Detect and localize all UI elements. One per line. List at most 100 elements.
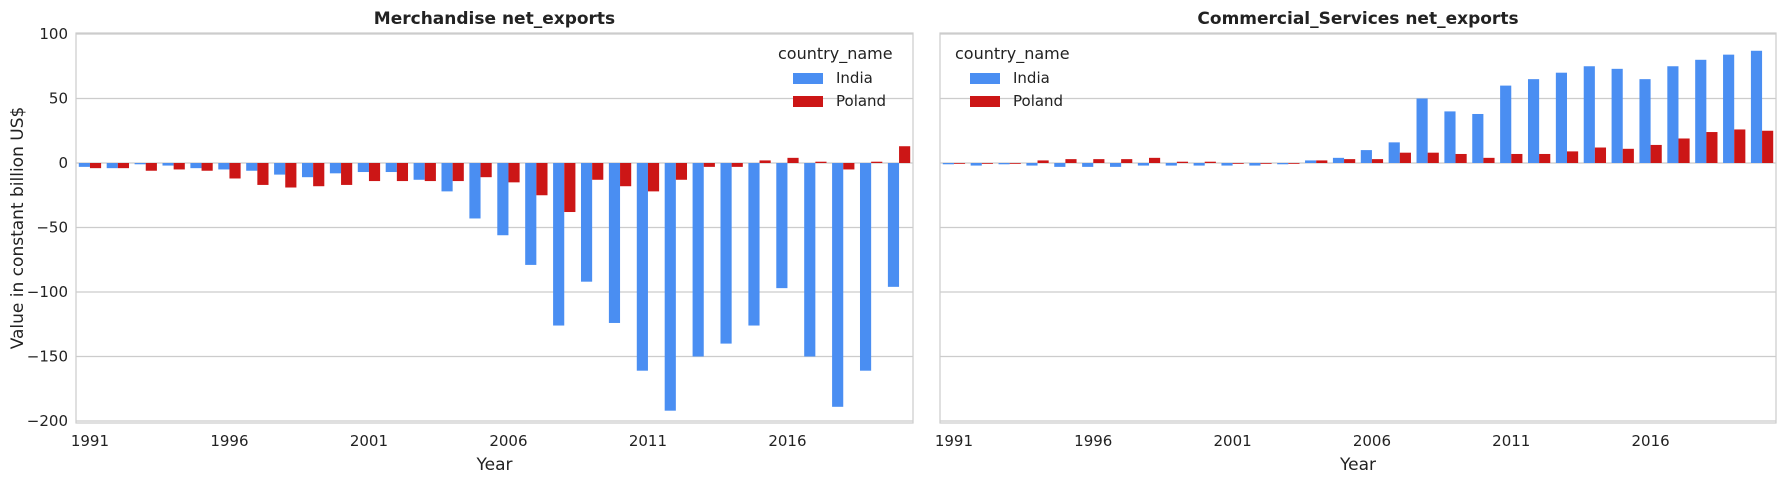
bar-poland-2017: [815, 161, 827, 163]
legend-swatch-india: [970, 73, 1000, 84]
bar-poland-2009: [1455, 153, 1467, 163]
plot-frame: [75, 32, 914, 424]
bar-india-2015: [748, 163, 760, 326]
bar-poland-1996: [229, 163, 241, 179]
y-tick-label: 100: [39, 25, 68, 43]
bar-poland-1991: [89, 163, 102, 169]
bar-india-2004: [1305, 160, 1317, 163]
bar-india-2000: [1193, 163, 1205, 166]
legend-title: country_name: [955, 44, 1070, 64]
x-tick-label: 1991: [71, 432, 109, 450]
bar-india-2020: [887, 163, 900, 287]
bar-india-2019: [859, 163, 872, 371]
x-tick-label: 2016: [768, 432, 806, 450]
x-tick-label: 2011: [1492, 432, 1530, 450]
bar-india-2010: [608, 163, 621, 323]
legend-label-poland: Poland: [1013, 92, 1063, 110]
bar-india-2006: [1360, 150, 1372, 163]
legend-label-poland: Poland: [836, 92, 886, 110]
bar-india-1991: [78, 163, 90, 167]
bar-india-2002: [385, 163, 397, 173]
bar-poland-2016: [787, 157, 799, 163]
bar-india-2001: [1221, 163, 1233, 166]
bar-india-2008: [1416, 98, 1428, 163]
bar-india-2002: [1249, 163, 1261, 166]
bar-india-2011: [1500, 85, 1512, 163]
x-tick-label: 2016: [1632, 432, 1670, 450]
bar-poland-2006: [1371, 159, 1384, 163]
bar-poland-1996: [1093, 159, 1105, 163]
bar-poland-1994: [1037, 160, 1049, 163]
bar-poland-1998: [285, 163, 297, 188]
x-tick-label: 2006: [489, 432, 527, 450]
bar-poland-1995: [201, 163, 213, 171]
bar-poland-2012: [675, 163, 688, 180]
legend-label-india: India: [836, 69, 873, 87]
bar-india-1993: [998, 163, 1010, 165]
bar-poland-2004: [452, 163, 464, 182]
bar-poland-2001: [1232, 163, 1244, 164]
bar-india-1994: [1026, 163, 1038, 166]
legend-swatch-india: [793, 73, 823, 84]
bar-poland-2000: [1204, 161, 1216, 163]
bar-india-1991: [942, 163, 954, 165]
bar-india-2007: [525, 163, 537, 265]
bar-poland-2012: [1539, 153, 1551, 163]
bar-poland-2000: [341, 163, 353, 185]
bar-india-1993: [134, 163, 146, 165]
y-tick-label: −200: [27, 412, 68, 430]
bar-poland-2017: [1678, 138, 1690, 163]
bar-poland-2010: [620, 163, 632, 187]
bar-poland-2018: [843, 163, 855, 170]
x-tick-label: 1991: [935, 432, 973, 450]
bar-india-2005: [469, 163, 481, 219]
bar-india-2009: [580, 163, 593, 282]
bar-poland-1993: [145, 163, 157, 171]
bar-india-2020: [1750, 50, 1763, 163]
x-tick-label: 2001: [1214, 432, 1252, 450]
bar-india-2013: [692, 163, 704, 357]
bar-poland-1991: [953, 163, 966, 164]
bar-india-1998: [274, 163, 286, 175]
bar-india-2011: [636, 163, 648, 371]
bar-poland-2007: [1399, 152, 1411, 163]
bar-india-2003: [1277, 163, 1289, 165]
bar-india-2009: [1444, 111, 1456, 163]
bar-poland-1994: [173, 163, 185, 170]
bar-poland-2014: [731, 163, 743, 167]
y-tick-label: 50: [49, 90, 68, 108]
bar-poland-2003: [424, 163, 436, 182]
bar-india-1995: [190, 163, 202, 169]
bar-india-2001: [357, 163, 369, 173]
bar-poland-2015: [759, 160, 771, 163]
bar-poland-1999: [1176, 161, 1189, 163]
legend: country_name India Poland: [778, 44, 893, 110]
bar-poland-2011: [647, 163, 660, 192]
bar-india-2003: [413, 163, 425, 180]
bar-india-1996: [218, 163, 230, 170]
bar-poland-2008: [1427, 152, 1439, 163]
bar-poland-1995: [1065, 159, 1077, 163]
bar-poland-2019: [1734, 129, 1746, 163]
bar-poland-2002: [1260, 163, 1272, 164]
legend-label-india: India: [1013, 69, 1050, 87]
y-tick-label: −50: [36, 219, 68, 237]
bar-india-2015: [1611, 68, 1623, 163]
bar-india-1997: [246, 163, 258, 171]
bar-india-1999: [301, 163, 314, 178]
legend-title: country_name: [778, 44, 893, 64]
bar-poland-2005: [480, 163, 492, 178]
x-tick-label: 1996: [1074, 432, 1112, 450]
x-tick-label: 1996: [210, 432, 248, 450]
bar-india-2004: [441, 163, 453, 192]
bar-india-2014: [1583, 66, 1595, 163]
chart-panel-1: Merchandise net_exports 100 50 0 −50 −100 −150…: [8, 9, 914, 475]
legend: country_name India Poland: [955, 44, 1070, 110]
bar-india-2016: [1639, 79, 1651, 163]
bar-india-2013: [1555, 72, 1567, 163]
legend-swatch-poland: [793, 96, 823, 107]
bar-india-2005: [1332, 157, 1345, 163]
bar-poland-2014: [1594, 147, 1607, 163]
y-tick-label: 0: [58, 154, 68, 172]
